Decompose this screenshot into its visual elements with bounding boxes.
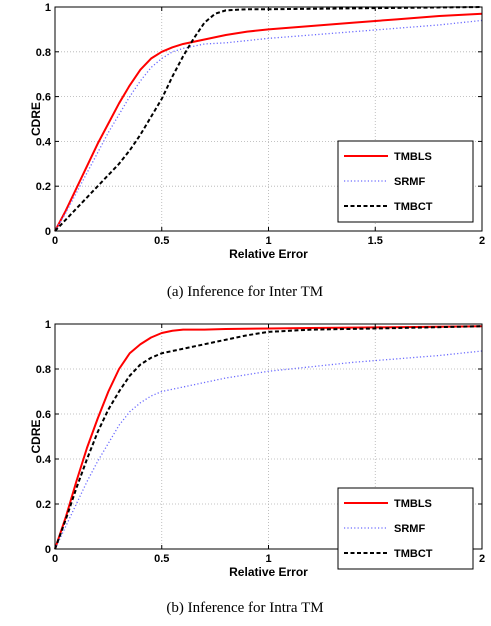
series-line-tmbct [54,325,483,550]
series-line-tmbls [54,12,483,232]
legend-label-srmf: SRMF [394,523,425,535]
legend-box [337,487,474,570]
y-tick-label: 0.6 [36,409,51,421]
y-tick-label: 0.6 [36,92,51,104]
y-tick-label: 0 [45,544,51,556]
x-tick-label: 0 [52,553,58,565]
x-tick-label: 2 [479,235,485,247]
series-line-srmf [54,350,483,550]
x-tick-label: 1 [265,235,271,247]
legend-label-srmf: SRMF [394,176,425,188]
x-axis-label: Relative Error [229,247,308,261]
x-tick-label: 0 [52,235,58,247]
y-tick-label: 0.4 [36,454,52,466]
x-tick-label: 0.5 [154,235,169,247]
legend-label-tmbls: TMBLS [394,498,432,510]
x-tick-label: 1.5 [368,235,383,247]
y-tick-label: 1 [45,2,51,14]
x-tick-label: 2 [479,553,485,565]
legend-label-tmbct: TMBCT [394,201,433,213]
figure-caption: (b) Inference for Intra TM [166,600,323,616]
series-line-tmbct [54,6,483,232]
x-axis-label: Relative Error [229,565,308,579]
y-tick-label: 0.8 [36,364,51,376]
legend-label-tmbct: TMBCT [394,548,433,560]
y-axis-label: CDRE [29,102,43,136]
figure-caption: (a) Inference for Inter TM [167,284,323,300]
y-tick-label: 0.8 [36,47,51,59]
x-tick-label: 0.5 [154,553,169,565]
x-tick-label: 1 [265,553,271,565]
legend-box [337,140,474,223]
y-axis-label: CDRE [29,419,43,453]
legend-label-tmbls: TMBLS [394,151,432,163]
series-line-srmf [54,19,483,232]
y-tick-label: 0.4 [36,136,52,148]
y-tick-label: 0 [45,226,51,238]
series-line-tmbls [54,325,483,550]
y-tick-label: 0.2 [36,499,51,511]
y-tick-label: 0.2 [36,181,51,193]
y-tick-label: 1 [45,319,51,331]
